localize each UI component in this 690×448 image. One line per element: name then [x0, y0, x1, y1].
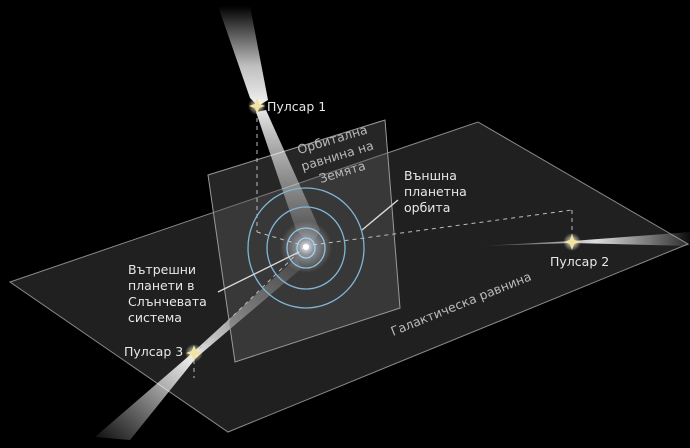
inner-planets-leader [217, 251, 300, 293]
svg-text:орбита: орбита [404, 200, 450, 215]
svg-text:Слънчевата: Слънчевата [128, 294, 207, 309]
pulsar-2-marker [563, 233, 581, 251]
svg-text:Вътрешни: Вътрешни [128, 262, 196, 277]
outer-orbit-label: Външна планетна орбита [404, 168, 467, 215]
outer-orbit-leader [361, 199, 399, 231]
pulsar-1-beam-upper [218, 6, 268, 106]
pulsar-2-label: Пулсар 2 [550, 254, 609, 269]
pulsar-3-label: Пулсар 3 [124, 344, 183, 359]
sun [303, 244, 309, 250]
inner-planets-label: Вътрешни планети в Слънчевата система [128, 262, 207, 325]
svg-text:планети в: планети в [128, 278, 194, 293]
svg-text:планетна: планетна [404, 184, 467, 199]
pulsar-2-beam [480, 232, 690, 246]
pulsar-1-beam-lower [256, 110, 320, 246]
outer-orbit [247, 187, 365, 309]
pulsar-1-marker [248, 97, 266, 115]
pulsar-1-label: Пулсар 1 [267, 99, 326, 114]
pulsar-3-marker [185, 344, 203, 362]
svg-text:система: система [128, 310, 182, 325]
svg-text:Външна: Външна [404, 168, 457, 183]
